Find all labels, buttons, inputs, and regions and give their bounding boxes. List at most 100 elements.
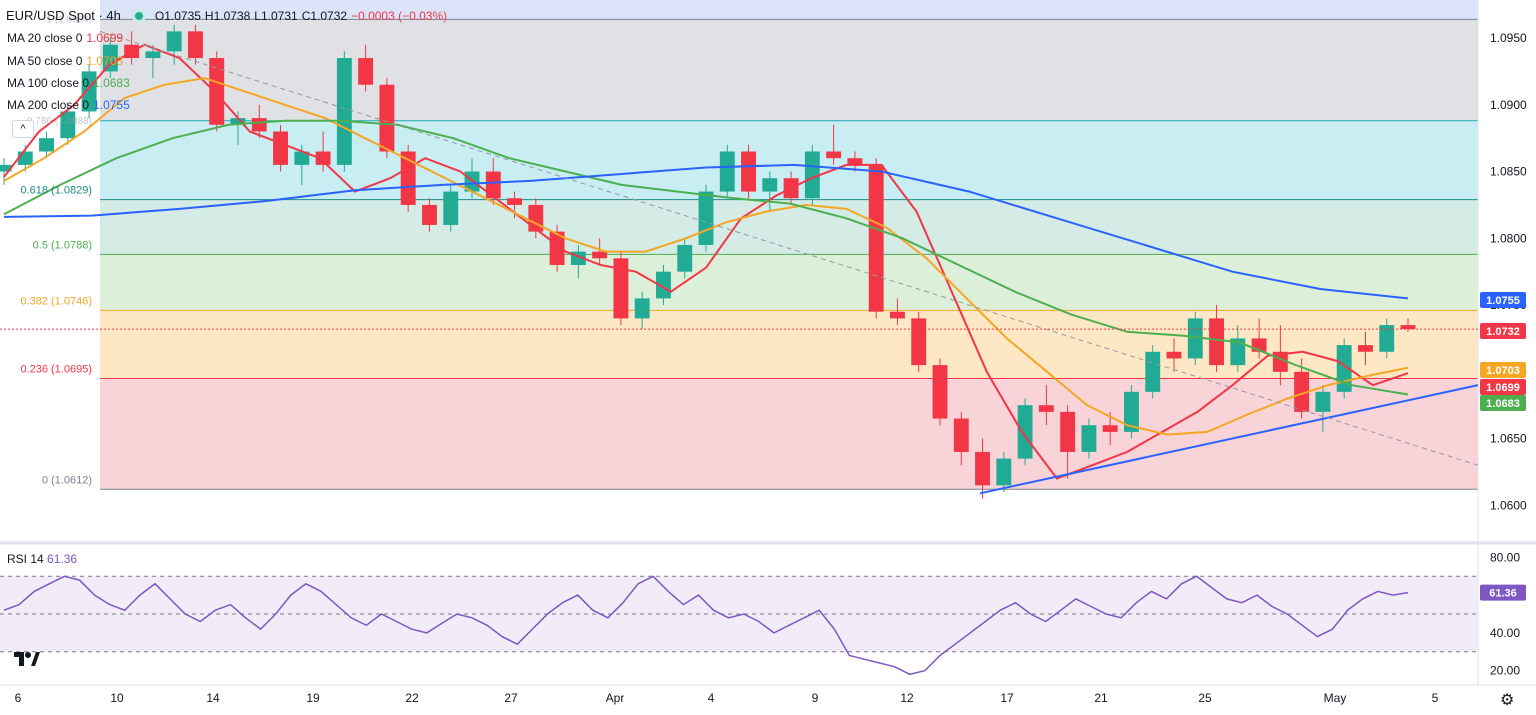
- legend-ma200[interactable]: MA 200 close 0 1.0755: [7, 96, 130, 114]
- candle-body: [698, 191, 714, 245]
- candle-body: [613, 258, 629, 319]
- candle-body: [656, 271, 671, 299]
- legend-ma50[interactable]: MA 50 close 0 1.0703: [7, 52, 123, 70]
- fibonacci-labels: 0.618 (1.0829) 0.5 (1.0788) 0.382 (1.0746)…: [20, 14, 92, 486]
- candle-body: [868, 164, 884, 312]
- indicator-label: MA 200 close 0: [7, 98, 90, 112]
- symbol-row[interactable]: EUR/USD Spot · 4h O1.0735 H1.0738 L1.073…: [6, 7, 447, 25]
- time-tick-label: 14: [206, 691, 220, 705]
- candle-body: [145, 51, 161, 59]
- time-tick-label: May: [1324, 691, 1347, 705]
- price-tag-label: 1.0683: [1486, 398, 1520, 410]
- ma-line-50: [3, 77, 1409, 436]
- grid-lines: [0, 0, 1536, 686]
- candle-body: [102, 44, 118, 72]
- candle-body: [528, 204, 544, 232]
- candle-body: [677, 244, 693, 272]
- candle-body: [358, 58, 374, 85]
- candle-body: [741, 151, 756, 192]
- candle-body: [230, 118, 246, 125]
- time-tick-label: 19: [306, 691, 320, 705]
- candle-body: [1166, 351, 1182, 359]
- fib-label: 1 (1.0964): [46, 14, 92, 25]
- candle-body: [996, 458, 1012, 486]
- candle-body: [975, 451, 990, 486]
- rsi-tag-label: 61.36: [1489, 588, 1517, 600]
- legend-ma20[interactable]: MA 20 close 0 1.0699: [7, 29, 123, 47]
- indicator-label: MA 50 close 0: [7, 54, 83, 68]
- indicator-value: 1.0683: [93, 76, 130, 90]
- time-tick-label: 10: [110, 691, 124, 705]
- price-tag-label: 1.0755: [1486, 295, 1520, 307]
- ohlc-low: L1.0731: [254, 9, 298, 23]
- candle-body: [166, 31, 182, 52]
- settings-gear-icon[interactable]: ⚙: [1500, 692, 1515, 709]
- candle-body: [1209, 318, 1224, 366]
- rsi-tick-label: 40.00: [1490, 626, 1520, 640]
- time-tick-label: 27: [504, 691, 518, 705]
- fib-label: 0.236 (1.0695): [20, 363, 92, 375]
- candle-body: [315, 151, 331, 165]
- ma-line-200: [3, 163, 1409, 300]
- time-tick-label: Apr: [606, 691, 625, 705]
- candle-body: [549, 231, 565, 265]
- indicator-value: 1.0755: [93, 98, 130, 112]
- rsi-legend[interactable]: RSI 14 61.36: [7, 552, 77, 566]
- candle-body: [60, 111, 76, 139]
- time-tick-label: 22: [405, 691, 419, 705]
- collapse-legend-button[interactable]: ^: [12, 120, 34, 138]
- price-tag-label: 1.0732: [1486, 326, 1520, 338]
- ohlc-open: O1.0735: [154, 9, 201, 23]
- candle-body: [17, 151, 33, 165]
- candle-body: [1358, 345, 1373, 352]
- fib-band: [100, 310, 1478, 379]
- candle-body: [507, 198, 522, 205]
- fib-band-top: [100, 0, 1478, 20]
- candle-body: [188, 31, 203, 59]
- candle-body: [1230, 338, 1246, 366]
- time-tick-label: 6: [15, 691, 22, 705]
- candle-body: [932, 365, 948, 419]
- candle-body: [804, 151, 820, 199]
- price-axis: 1.09501.09001.08501.08001.07501.07001.06…: [1490, 31, 1527, 512]
- indicator-label: MA 20 close 0: [7, 31, 83, 45]
- support-trend-line: [979, 384, 1479, 495]
- time-tick-label: 17: [1000, 691, 1014, 705]
- candle-body: [719, 151, 735, 192]
- candle-body: [826, 151, 842, 159]
- legend-ma100[interactable]: MA 100 close 0 1.0683: [7, 74, 130, 92]
- price-tick-label: 1.0950: [1490, 31, 1527, 45]
- candle-body: [294, 151, 310, 165]
- price-tick-label: 1.0900: [1490, 98, 1527, 112]
- indicator-label: MA 100 close 0: [7, 76, 90, 90]
- candle-body: [1315, 391, 1331, 412]
- rsi-tag-bg: [1480, 584, 1526, 601]
- candle-body: [39, 138, 54, 152]
- tradingview-logo-icon[interactable]: [14, 650, 40, 668]
- symbol-title[interactable]: EUR/USD Spot · 4h: [6, 8, 121, 23]
- rsi-value: 61.36: [47, 552, 78, 566]
- candle-body: [251, 118, 267, 132]
- candle-body: [485, 171, 501, 199]
- candle-body: [273, 131, 288, 165]
- candle-body: [911, 318, 927, 366]
- ohlc-close: C1.0732: [301, 9, 348, 23]
- candle-body: [81, 71, 97, 112]
- candle-body: [1102, 425, 1118, 432]
- candlestick-series: [0, 24, 1416, 499]
- indicator-value: 1.0699: [86, 31, 124, 45]
- fib-band: [100, 378, 1478, 490]
- candle-body: [443, 191, 459, 225]
- rsi-tick-label: 80.00: [1490, 550, 1520, 564]
- price-tag-label: 1.0699: [1486, 382, 1520, 394]
- candle-body: [1081, 425, 1097, 452]
- price-tag-bg: [1480, 323, 1526, 339]
- fib-band: [100, 19, 1478, 121]
- candle-body: [336, 58, 352, 165]
- candle-body: [1017, 405, 1033, 459]
- candle-body: [762, 178, 778, 192]
- price-tag-bg: [1480, 362, 1526, 378]
- candle-body: [847, 158, 863, 165]
- time-axis: 6 10 14 19 22 27 Apr 4 9 12 17 21 25 May 5: [15, 691, 1439, 705]
